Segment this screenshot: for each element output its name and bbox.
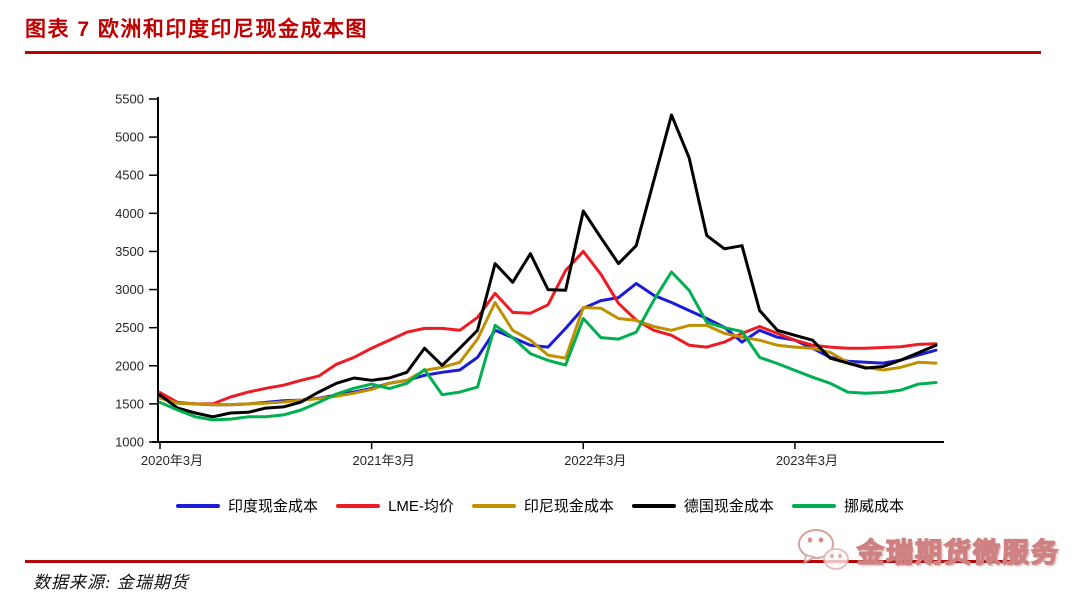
chart-title: 图表 7 欧洲和印度印尼现金成本图: [25, 18, 368, 41]
x-tick-label: 2023年3月: [776, 453, 838, 468]
data-source-note: 数据来源: 金瑞期货: [33, 573, 189, 592]
legend-item-3: 德国现金成本: [631, 495, 774, 516]
legend-item-0: 印度现金成本: [176, 495, 318, 516]
legend-label: 印度现金成本: [228, 498, 319, 515]
legend-swatch: [176, 503, 221, 508]
footer-divider: [25, 560, 1013, 563]
chart-legend: 印度现金成本 LME-均价 印尼现金成本 德国现金成本 挪威成本: [0, 495, 1080, 516]
watermark: 金瑞期货微服务: [796, 527, 1060, 573]
legend-item-1: LME-均价: [336, 495, 454, 516]
legend-item-2: 印尼现金成本: [471, 495, 614, 516]
x-tick-label: 2020年3月: [141, 453, 203, 468]
legend-swatch: [791, 503, 836, 508]
legend-swatch: [471, 503, 516, 508]
legend-label: 德国现金成本: [683, 498, 774, 515]
wechat-icon: [798, 529, 849, 570]
y-tick-label: 4500: [115, 168, 144, 183]
series-line-1: [158, 249, 938, 406]
y-tick-label: 2000: [115, 358, 144, 373]
watermark-text: 金瑞期货微服务: [856, 537, 1060, 568]
legend-label: 挪威成本: [843, 498, 904, 515]
legend-item-4: 挪威成本: [791, 495, 904, 516]
series-line-3: [158, 113, 938, 419]
series-line-4: [158, 270, 938, 422]
legend-label: 印尼现金成本: [523, 498, 614, 515]
title-divider: [25, 51, 1041, 54]
y-tick-label: 2500: [115, 320, 144, 335]
y-tick-label: 1500: [115, 396, 144, 411]
x-tick-label: 2022年3月: [564, 453, 626, 468]
legend-swatch: [336, 503, 381, 508]
y-tick-label: 3500: [115, 244, 144, 259]
series-line-2: [158, 301, 938, 407]
y-tick-label: 5000: [115, 130, 144, 145]
y-tick-label: 4000: [115, 206, 144, 221]
x-tick-label: 2021年3月: [353, 453, 415, 468]
legend-swatch: [631, 503, 676, 508]
y-tick-label: 5500: [115, 92, 144, 107]
y-tick-label: 1000: [115, 435, 144, 450]
legend-label: LME-均价: [388, 498, 454, 515]
y-tick-label: 3000: [115, 282, 144, 297]
